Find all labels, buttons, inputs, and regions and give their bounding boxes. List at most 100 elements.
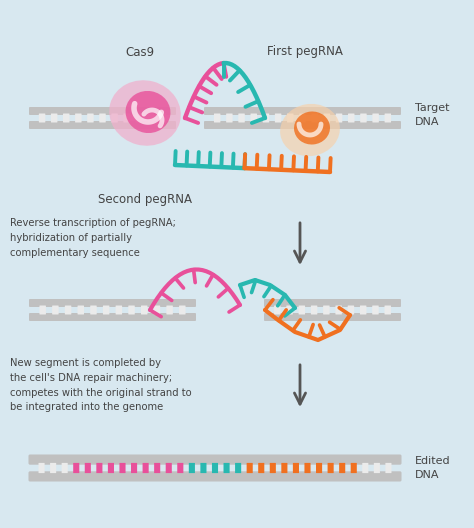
FancyBboxPatch shape [189, 463, 195, 473]
FancyBboxPatch shape [154, 463, 160, 473]
FancyBboxPatch shape [275, 114, 282, 122]
FancyBboxPatch shape [336, 114, 342, 122]
FancyBboxPatch shape [336, 306, 342, 315]
FancyBboxPatch shape [204, 107, 401, 115]
FancyBboxPatch shape [384, 114, 391, 122]
FancyBboxPatch shape [78, 306, 84, 315]
FancyBboxPatch shape [38, 463, 45, 473]
FancyBboxPatch shape [274, 306, 281, 315]
FancyBboxPatch shape [154, 306, 160, 315]
Text: First pegRNA: First pegRNA [267, 45, 343, 59]
FancyBboxPatch shape [123, 114, 130, 122]
FancyBboxPatch shape [119, 463, 126, 473]
FancyBboxPatch shape [226, 114, 233, 122]
FancyBboxPatch shape [99, 114, 106, 122]
FancyBboxPatch shape [96, 463, 102, 473]
Text: Target
DNA: Target DNA [415, 103, 449, 127]
FancyBboxPatch shape [166, 463, 172, 473]
FancyBboxPatch shape [52, 306, 59, 315]
FancyBboxPatch shape [328, 463, 334, 473]
FancyBboxPatch shape [147, 114, 154, 122]
FancyBboxPatch shape [360, 306, 366, 315]
FancyBboxPatch shape [65, 306, 71, 315]
FancyBboxPatch shape [108, 463, 114, 473]
FancyBboxPatch shape [141, 306, 147, 315]
FancyBboxPatch shape [270, 463, 276, 473]
FancyBboxPatch shape [293, 463, 299, 473]
FancyBboxPatch shape [384, 306, 391, 315]
Ellipse shape [280, 104, 340, 156]
FancyBboxPatch shape [143, 463, 149, 473]
FancyBboxPatch shape [136, 114, 142, 122]
FancyBboxPatch shape [51, 114, 57, 122]
FancyBboxPatch shape [287, 114, 293, 122]
FancyBboxPatch shape [311, 306, 317, 315]
FancyBboxPatch shape [116, 306, 122, 315]
FancyBboxPatch shape [90, 306, 97, 315]
FancyBboxPatch shape [324, 114, 330, 122]
FancyBboxPatch shape [103, 306, 109, 315]
FancyBboxPatch shape [201, 463, 207, 473]
FancyBboxPatch shape [87, 114, 94, 122]
Text: New segment is completed by
the cell's DNA repair machinery;
competes with the o: New segment is completed by the cell's D… [10, 358, 191, 412]
FancyBboxPatch shape [128, 306, 135, 315]
FancyBboxPatch shape [224, 463, 229, 473]
FancyBboxPatch shape [160, 114, 166, 122]
FancyBboxPatch shape [250, 114, 257, 122]
FancyBboxPatch shape [263, 114, 269, 122]
FancyBboxPatch shape [39, 114, 46, 122]
FancyBboxPatch shape [63, 114, 70, 122]
FancyBboxPatch shape [204, 121, 401, 129]
FancyBboxPatch shape [246, 463, 253, 473]
FancyBboxPatch shape [316, 463, 322, 473]
FancyBboxPatch shape [85, 463, 91, 473]
FancyBboxPatch shape [177, 463, 183, 473]
FancyBboxPatch shape [29, 299, 196, 307]
FancyBboxPatch shape [75, 114, 82, 122]
FancyBboxPatch shape [362, 463, 368, 473]
FancyBboxPatch shape [348, 114, 355, 122]
Ellipse shape [294, 111, 330, 145]
FancyBboxPatch shape [214, 114, 220, 122]
FancyBboxPatch shape [29, 313, 196, 321]
FancyBboxPatch shape [212, 463, 218, 473]
FancyBboxPatch shape [323, 306, 329, 315]
FancyBboxPatch shape [360, 114, 367, 122]
FancyBboxPatch shape [73, 463, 79, 473]
Ellipse shape [109, 80, 181, 146]
FancyBboxPatch shape [29, 107, 176, 115]
FancyBboxPatch shape [311, 114, 318, 122]
FancyBboxPatch shape [111, 114, 118, 122]
FancyBboxPatch shape [385, 463, 392, 473]
FancyBboxPatch shape [238, 114, 245, 122]
FancyBboxPatch shape [258, 463, 264, 473]
FancyBboxPatch shape [39, 306, 46, 315]
FancyBboxPatch shape [351, 463, 357, 473]
FancyBboxPatch shape [347, 306, 354, 315]
FancyBboxPatch shape [28, 472, 401, 482]
FancyBboxPatch shape [264, 313, 401, 321]
FancyBboxPatch shape [299, 306, 305, 315]
FancyBboxPatch shape [50, 463, 56, 473]
FancyBboxPatch shape [62, 463, 68, 473]
FancyBboxPatch shape [299, 114, 306, 122]
Text: Reverse transcription of pegRNA;
hybridization of partially
complementary sequen: Reverse transcription of pegRNA; hybridi… [10, 218, 176, 258]
FancyBboxPatch shape [374, 463, 380, 473]
Text: Cas9: Cas9 [126, 45, 155, 59]
FancyBboxPatch shape [372, 306, 379, 315]
Text: Edited
DNA: Edited DNA [415, 456, 451, 480]
FancyBboxPatch shape [166, 306, 173, 315]
Ellipse shape [126, 91, 171, 133]
FancyBboxPatch shape [179, 306, 185, 315]
FancyBboxPatch shape [282, 463, 287, 473]
FancyBboxPatch shape [286, 306, 293, 315]
Text: Second pegRNA: Second pegRNA [98, 193, 192, 206]
FancyBboxPatch shape [373, 114, 379, 122]
FancyBboxPatch shape [131, 463, 137, 473]
FancyBboxPatch shape [304, 463, 310, 473]
FancyBboxPatch shape [235, 463, 241, 473]
FancyBboxPatch shape [29, 121, 176, 129]
FancyBboxPatch shape [28, 455, 401, 465]
FancyBboxPatch shape [339, 463, 345, 473]
FancyBboxPatch shape [264, 299, 401, 307]
